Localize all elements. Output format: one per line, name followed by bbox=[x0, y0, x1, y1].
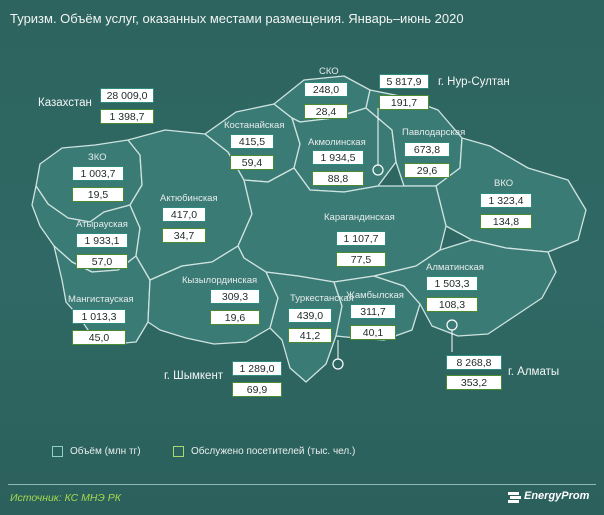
energyprom-logo-icon bbox=[508, 492, 521, 503]
region-label-vko: ВКО bbox=[494, 178, 514, 189]
page-title: Туризм. Объём услуг, оказанных местами р… bbox=[10, 11, 464, 26]
region-label-turkestan: Туркестанская bbox=[290, 293, 354, 304]
visitors-box-aktobe: 34,7 bbox=[162, 228, 206, 243]
national-label: Казахстан bbox=[38, 97, 92, 109]
volume-box-karaganda: 1 107,7 bbox=[336, 231, 386, 246]
city-label-almaty: г. Алматы bbox=[508, 366, 560, 378]
region-label-zko: ЗКО bbox=[88, 152, 107, 163]
region-label-pavlodar: Павлодарская bbox=[402, 127, 466, 138]
region-turkestan bbox=[265, 271, 343, 383]
region-mangystau bbox=[53, 245, 151, 345]
volume-box-aktobe: 417,0 bbox=[162, 207, 206, 222]
volume-box-zko: 1 003,7 bbox=[72, 166, 124, 181]
region-label-kostanay: Костанайская bbox=[224, 120, 285, 131]
visitors-box-vko: 134,8 bbox=[480, 214, 532, 229]
volume-box-vko: 1 323,4 bbox=[480, 193, 532, 208]
region-label-zhambyl: Жамбылская bbox=[346, 290, 404, 301]
visitors-box-zko: 19,5 bbox=[72, 187, 124, 202]
volume-box-kyzylorda: 309,3 bbox=[210, 289, 260, 304]
national-volume-box: 28 009,0 bbox=[100, 88, 154, 103]
region-label-kyzylorda: Кызылординская bbox=[182, 275, 258, 286]
region-label-mangystau: Мангистауская bbox=[68, 294, 134, 305]
legend-volume-label: Объём (млн тг) bbox=[70, 446, 141, 457]
brand-logo: EnergyProm bbox=[524, 490, 590, 502]
legend-volume-swatch bbox=[52, 446, 63, 457]
visitors-box-akmola: 88,8 bbox=[312, 171, 364, 186]
visitors-box-pavlodar: 29,6 bbox=[404, 163, 450, 178]
volume-box-kostanay: 415,5 bbox=[230, 134, 274, 149]
city-label-shymkent: г. Шымкент bbox=[164, 370, 224, 382]
volume-box-atyrau: 1 933,1 bbox=[76, 233, 128, 248]
visitors-box-almaty-region: 108,3 bbox=[426, 297, 478, 312]
visitors-box-nur-sultan: 191,7 bbox=[379, 95, 429, 110]
volume-box-almaty-region: 1 503,3 bbox=[426, 276, 478, 291]
region-label-aktobe: Актюбинская bbox=[160, 193, 218, 204]
source-note: Источник: КС МНЭ РК bbox=[10, 492, 121, 504]
region-label-atyrau: Атырауская bbox=[76, 219, 128, 230]
volume-box-shymkent: 1 289,0 bbox=[232, 361, 282, 376]
volume-box-turkestan: 439,0 bbox=[288, 308, 332, 323]
volume-box-pavlodar: 673,8 bbox=[404, 142, 450, 157]
region-label-karaganda: Карагандинская bbox=[324, 212, 395, 223]
volume-box-sko: 248,0 bbox=[304, 82, 348, 97]
visitors-box-turkestan: 41,2 bbox=[288, 328, 332, 343]
city-label-nur-sultan: г. Нур-Султан bbox=[438, 76, 510, 88]
shymkent-marker bbox=[332, 358, 344, 370]
volume-box-zhambyl: 311,7 bbox=[350, 304, 396, 319]
visitors-box-shymkent: 69,9 bbox=[232, 382, 282, 397]
national-visitors-box: 1 398,7 bbox=[100, 109, 154, 124]
volume-box-akmola: 1 934,5 bbox=[312, 150, 364, 165]
region-label-sko: СКО bbox=[319, 66, 339, 77]
volume-box-almaty-city: 8 268,8 bbox=[446, 355, 502, 370]
visitors-box-zhambyl: 40,1 bbox=[350, 325, 396, 340]
legend-visitors-label: Обслужено посетителей (тыс. чел.) bbox=[191, 446, 356, 457]
visitors-box-atyrau: 57,0 bbox=[76, 254, 128, 269]
region-label-almaty-region: Алматинская bbox=[426, 262, 484, 273]
volume-box-mangystau: 1 013,3 bbox=[72, 309, 126, 324]
visitors-box-sko: 28,4 bbox=[304, 104, 348, 119]
footer-divider bbox=[8, 484, 596, 485]
volume-box-nur-sultan: 5 817,9 bbox=[379, 74, 429, 89]
visitors-box-kyzylorda: 19,6 bbox=[210, 310, 260, 325]
visitors-box-karaganda: 77,5 bbox=[336, 252, 386, 267]
visitors-box-kostanay: 59,4 bbox=[230, 155, 274, 170]
legend-visitors-swatch bbox=[173, 446, 184, 457]
region-label-akmola: Акмолинская bbox=[308, 137, 366, 148]
visitors-box-mangystau: 45,0 bbox=[72, 330, 126, 345]
visitors-box-almaty-city: 353,2 bbox=[446, 375, 502, 390]
